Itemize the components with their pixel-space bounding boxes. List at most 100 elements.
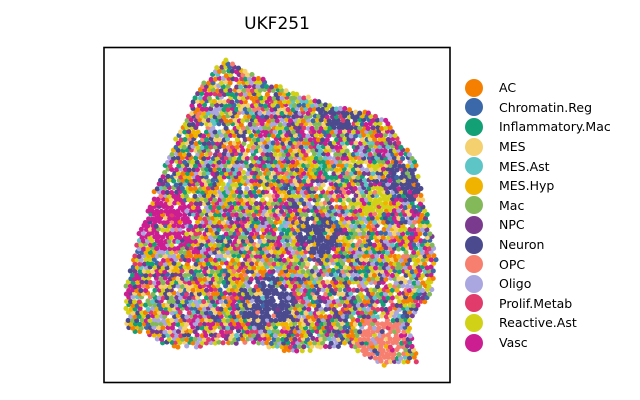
- scatter-point: [207, 122, 213, 128]
- scatter-point: [152, 310, 158, 316]
- scatter-point: [166, 336, 172, 342]
- scatter-point: [346, 242, 352, 248]
- scatter-point: [337, 105, 343, 111]
- scatter-point: [234, 303, 240, 309]
- scatter-point: [429, 242, 435, 248]
- scatter-point: [223, 163, 229, 169]
- scatter-point: [277, 182, 283, 188]
- scatter-point: [206, 178, 212, 184]
- scatter-point: [130, 272, 136, 278]
- scatter-point: [244, 208, 251, 214]
- scatter-point: [145, 329, 151, 335]
- scatter-point: [396, 298, 402, 305]
- scatter-point: [306, 329, 312, 335]
- scatter-point: [246, 76, 252, 82]
- scatter-point: [303, 144, 310, 150]
- scatter-point: [365, 306, 371, 312]
- scatter-point: [259, 234, 265, 240]
- scatter-point: [279, 117, 285, 123]
- scatter-point: [323, 110, 329, 116]
- scatter-point: [188, 223, 194, 229]
- scatter-point: [426, 276, 432, 282]
- scatter-point: [305, 201, 312, 207]
- scatter-point: [190, 340, 196, 346]
- scatter-point: [283, 185, 289, 191]
- scatter-point: [212, 76, 218, 82]
- scatter-point: [266, 163, 272, 169]
- scatter-point: [171, 178, 177, 184]
- scatter-point: [284, 193, 290, 199]
- scatter-point: [279, 291, 285, 297]
- scatter-point: [226, 68, 232, 74]
- scatter-point: [242, 310, 248, 316]
- scatter-point: [269, 114, 275, 120]
- scatter-point: [161, 318, 167, 324]
- scatter-point: [418, 186, 424, 192]
- scatter-point: [154, 329, 160, 335]
- legend-marker: [465, 176, 483, 195]
- scatter-point: [264, 212, 270, 218]
- scatter-point: [249, 72, 255, 78]
- scatter-point: [279, 321, 285, 327]
- scatter-point: [328, 340, 334, 346]
- scatter-point: [203, 257, 210, 263]
- scatter-point: [401, 351, 407, 357]
- scatter-point: [329, 129, 335, 135]
- scatter-point: [339, 163, 346, 169]
- scatter-point: [227, 87, 233, 93]
- scatter-point: [324, 137, 330, 143]
- scatter-point: [225, 106, 231, 113]
- scatter-point: [318, 313, 324, 319]
- scatter-point: [374, 178, 380, 184]
- scatter-point: [406, 287, 412, 293]
- scatter-point: [411, 242, 417, 248]
- scatter-point: [242, 287, 248, 294]
- scatter-point: [285, 279, 292, 286]
- scatter-point: [139, 234, 145, 240]
- scatter-point: [228, 110, 234, 116]
- scatter-point: [387, 336, 393, 342]
- scatter-point: [174, 333, 180, 339]
- scatter-point: [364, 211, 370, 217]
- scatter-point: [271, 328, 277, 334]
- scatter-point: [260, 280, 266, 286]
- scatter-point: [219, 186, 225, 192]
- scatter-point: [203, 332, 209, 338]
- scatter-point: [160, 227, 166, 233]
- scatter-point: [162, 269, 168, 275]
- scatter-point: [383, 230, 389, 236]
- scatter-point: [226, 144, 232, 150]
- scatter-point: [226, 287, 232, 293]
- scatter-point: [345, 321, 351, 327]
- legend-entry: Neuron: [465, 235, 611, 255]
- scatter-point: [208, 295, 214, 301]
- scatter-point: [334, 167, 340, 173]
- scatter-point: [353, 140, 359, 146]
- scatter-point: [327, 239, 333, 245]
- scatter-point: [236, 156, 243, 162]
- scatter-point: [134, 318, 140, 324]
- legend-label: Mac: [499, 197, 525, 213]
- scatter-point: [412, 219, 418, 225]
- scatter-point: [277, 197, 283, 203]
- scatter-point: [212, 309, 219, 315]
- scatter-point: [362, 140, 368, 146]
- scatter-point: [236, 178, 242, 184]
- scatter-point: [264, 294, 270, 300]
- scatter-point: [357, 337, 363, 343]
- scatter-point: [177, 309, 183, 315]
- scatter-point: [178, 197, 184, 203]
- scatter-point: [204, 287, 210, 293]
- scatter-point: [354, 287, 360, 294]
- scatter-point: [193, 223, 199, 230]
- scatter-point: [123, 305, 129, 311]
- scatter-point: [192, 95, 198, 101]
- scatter-point: [166, 299, 172, 305]
- scatter-point: [366, 276, 372, 282]
- scatter-point: [229, 219, 235, 226]
- scatter-point: [190, 121, 196, 128]
- scatter-point: [352, 208, 358, 214]
- scatter-point: [364, 167, 370, 173]
- scatter-point: [397, 306, 403, 312]
- scatter-point: [290, 272, 296, 278]
